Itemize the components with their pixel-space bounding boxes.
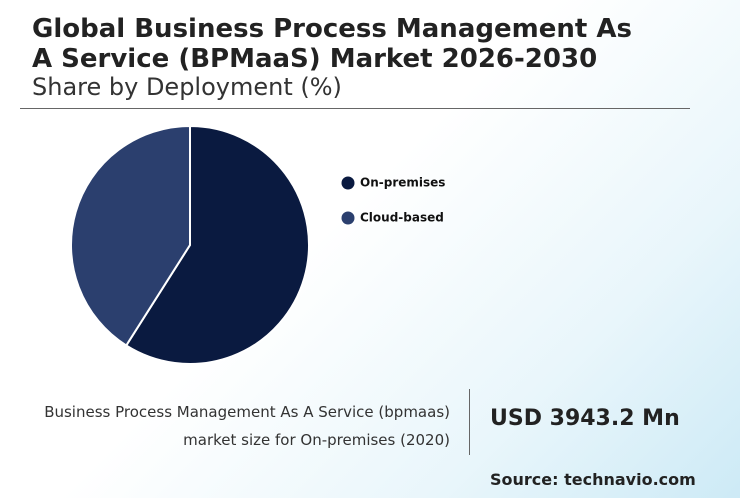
highlight-value: USD 3943.2 Mn bbox=[490, 406, 680, 431]
divider bbox=[20, 108, 690, 109]
legend-marker bbox=[341, 211, 355, 225]
highlight-description: Business Process Management As A Service… bbox=[44, 403, 450, 449]
legend-marker bbox=[341, 176, 355, 190]
legend-label: Cloud-based bbox=[360, 211, 444, 225]
chart-subtitle: Share by Deployment (%) bbox=[32, 73, 342, 101]
chart-title: Global Business Process Management As A … bbox=[32, 14, 632, 74]
pie-slice bbox=[70, 124, 191, 347]
divider bbox=[469, 389, 470, 455]
chart: On-premises Cloud-based bbox=[70, 124, 445, 365]
pie-slice bbox=[124, 124, 310, 365]
legend-label: On-premises bbox=[360, 176, 445, 190]
source: Source: technavio.com bbox=[490, 470, 696, 489]
